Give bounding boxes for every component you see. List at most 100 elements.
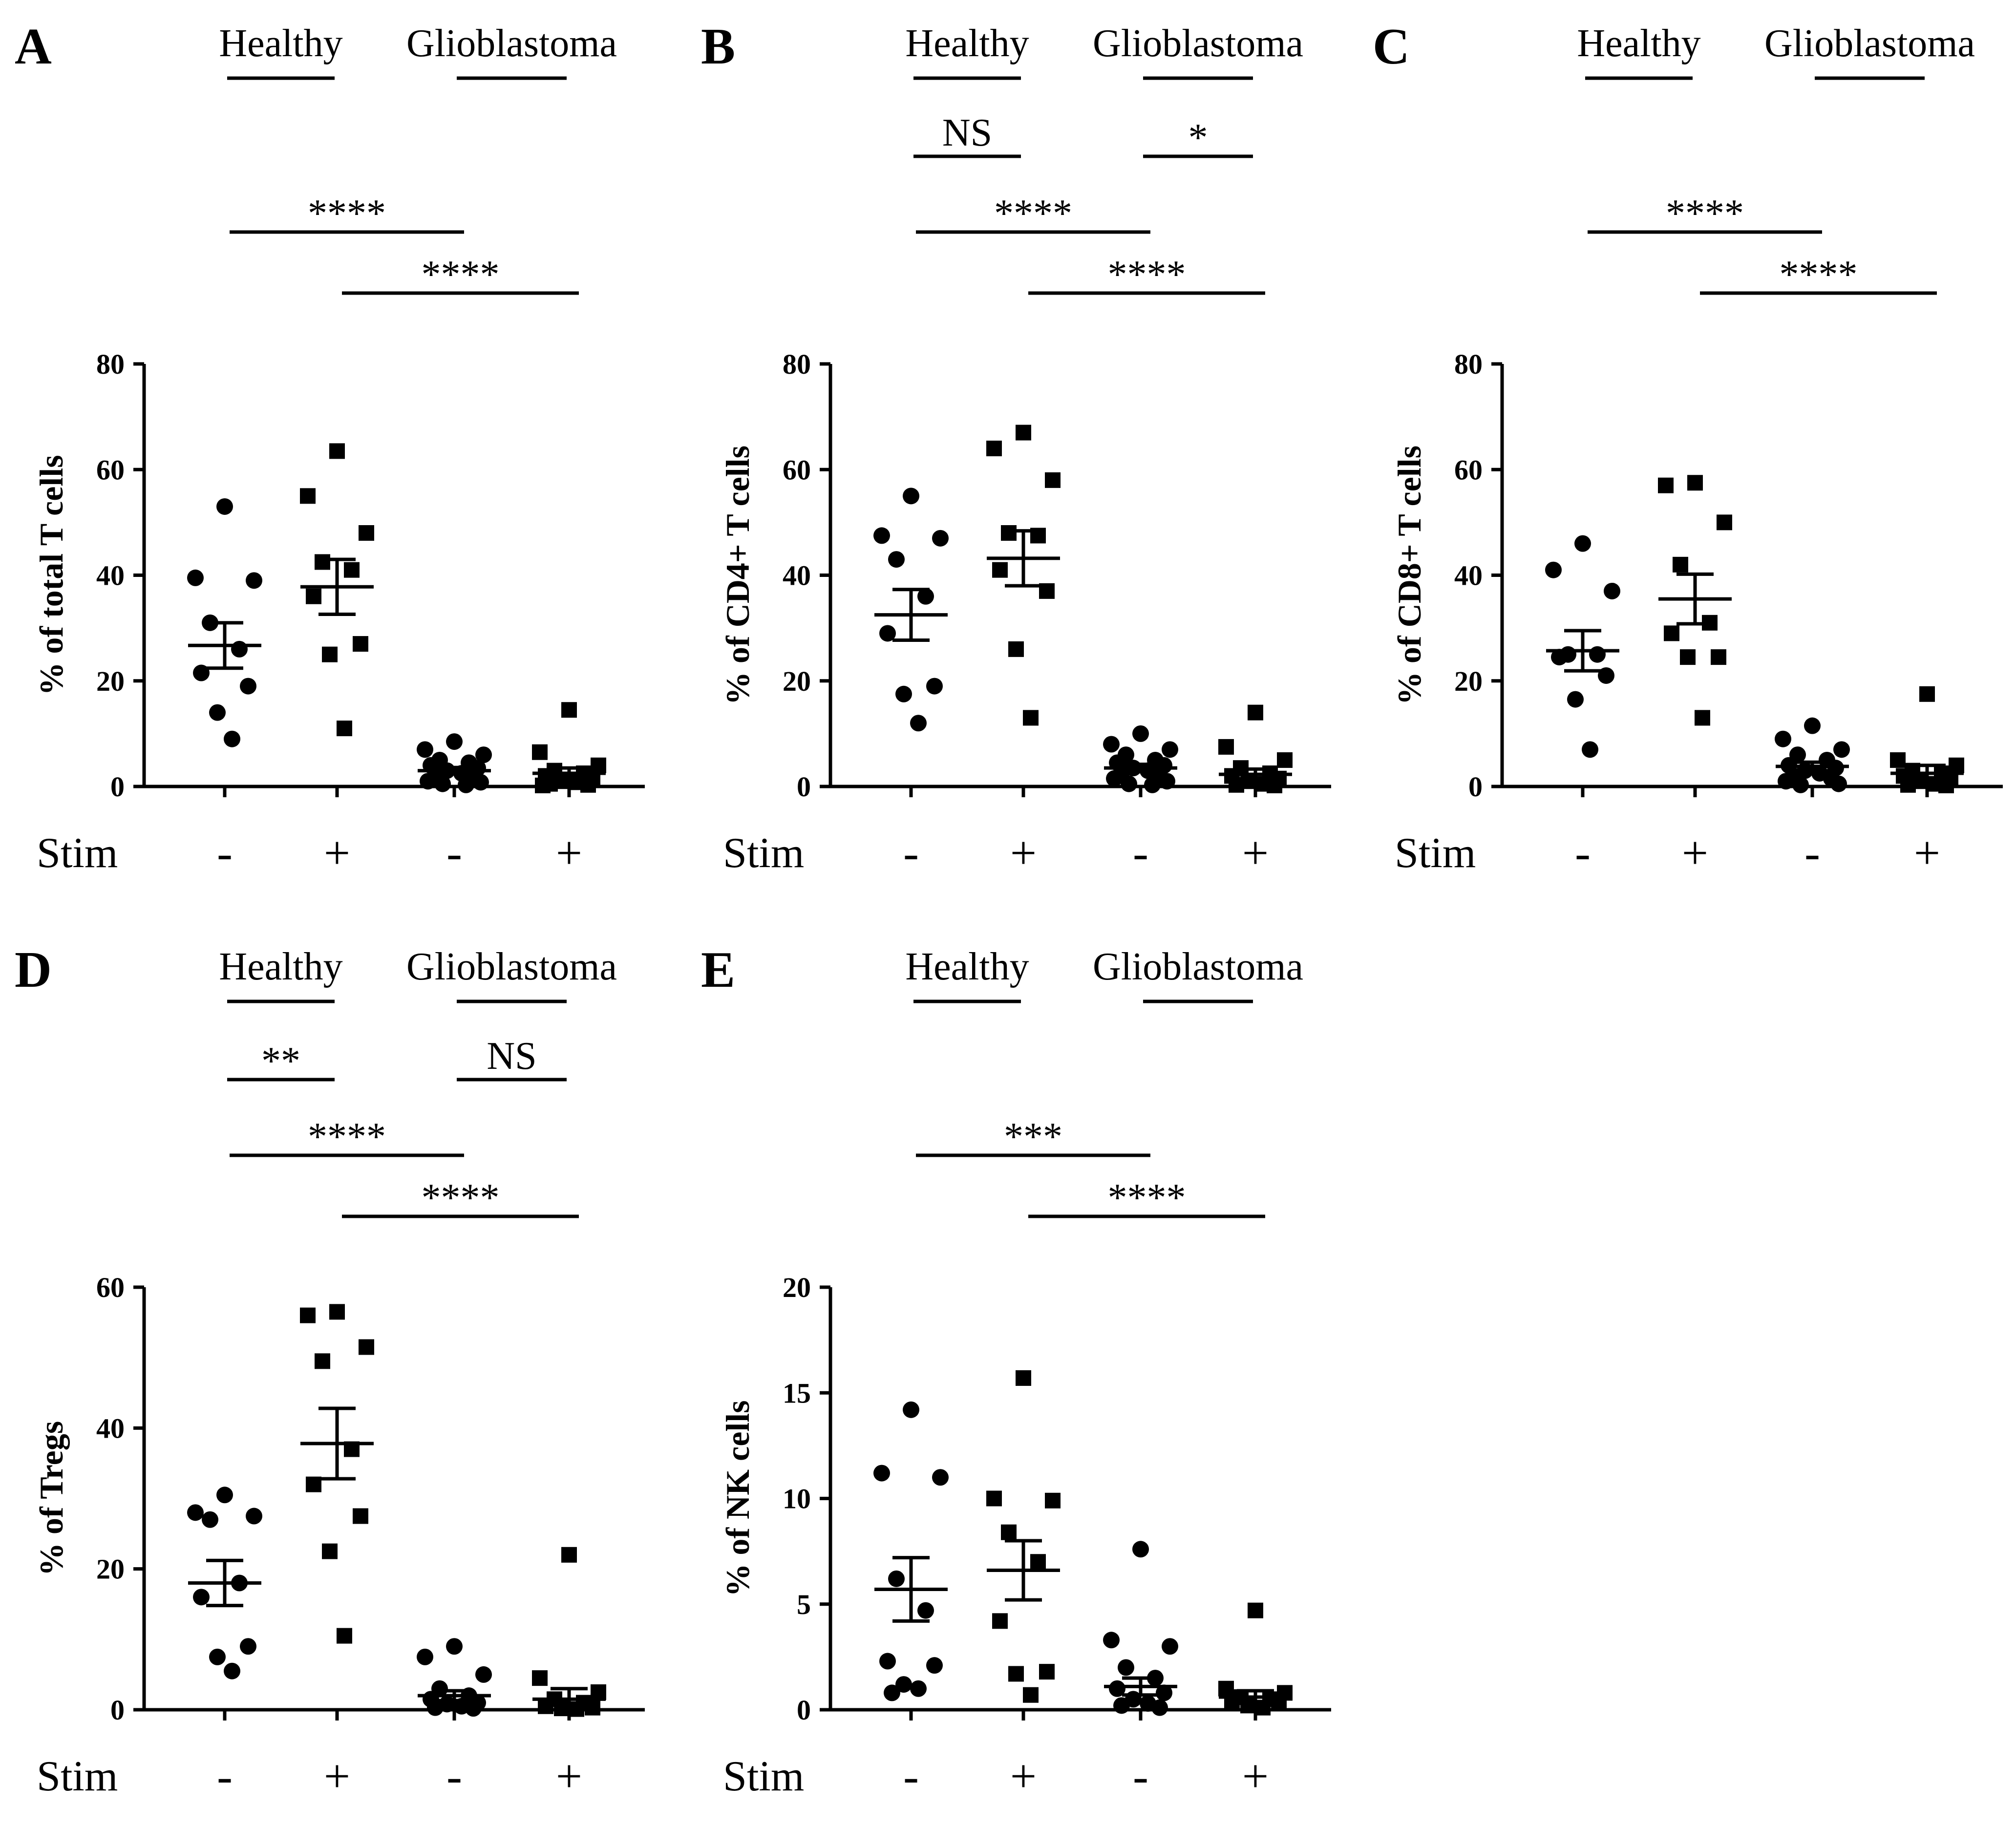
data-point xyxy=(1277,752,1293,768)
significance-label: **** xyxy=(422,253,500,296)
stim-sign: + xyxy=(1242,827,1269,879)
data-point xyxy=(446,1638,463,1655)
data-point xyxy=(1717,514,1732,531)
data-point xyxy=(986,441,1002,456)
y-tick-label: 80 xyxy=(1454,348,1483,380)
data-point xyxy=(434,775,451,792)
data-point xyxy=(231,640,248,658)
y-tick-label: 0 xyxy=(797,1694,811,1726)
data-point xyxy=(992,1613,1008,1629)
data-point xyxy=(873,1465,890,1482)
data-point xyxy=(1695,710,1710,726)
data-point xyxy=(465,1700,482,1717)
data-point xyxy=(322,646,338,662)
stim-sign: + xyxy=(1242,1750,1269,1802)
stim-sign: - xyxy=(1133,827,1148,879)
data-point xyxy=(1103,736,1120,753)
data-point xyxy=(420,773,436,790)
panel-letter: E xyxy=(701,941,735,998)
data-point xyxy=(216,498,233,515)
data-point xyxy=(1109,1680,1125,1697)
stim-label: Stim xyxy=(723,1753,804,1800)
data-point xyxy=(910,1680,927,1697)
stim-sign: + xyxy=(1010,827,1037,879)
y-tick-label: 0 xyxy=(110,771,125,803)
data-point xyxy=(1001,1524,1017,1540)
y-tick-label: 10 xyxy=(783,1483,811,1515)
y-tick-label: 0 xyxy=(1468,771,1483,803)
data-point xyxy=(1919,686,1935,702)
y-tick-label: 5 xyxy=(797,1589,811,1620)
group-label-healthy: Healthy xyxy=(1577,22,1700,65)
y-tick-label: 60 xyxy=(1454,454,1483,486)
group-label-healthy: Healthy xyxy=(905,22,1029,65)
stim-label: Stim xyxy=(723,829,804,877)
data-point xyxy=(240,678,256,695)
data-point xyxy=(1159,773,1175,790)
y-axis-label: % of total T cells xyxy=(33,455,70,695)
data-point xyxy=(1890,752,1906,768)
data-point xyxy=(1113,1697,1130,1714)
data-point xyxy=(1711,649,1726,665)
data-point xyxy=(300,1307,316,1323)
data-point xyxy=(992,562,1008,578)
y-tick-label: 60 xyxy=(783,454,811,486)
y-tick-label: 20 xyxy=(1454,665,1483,697)
y-tick-label: 80 xyxy=(96,348,125,380)
stim-sign: - xyxy=(446,827,462,879)
y-tick-label: 20 xyxy=(96,1553,125,1585)
data-point xyxy=(1106,770,1123,787)
significance-label: **** xyxy=(308,1115,386,1158)
data-point xyxy=(591,1684,606,1700)
data-point xyxy=(1156,1684,1172,1701)
data-point xyxy=(532,1670,548,1686)
data-point xyxy=(246,1508,262,1525)
group-label-glioblastoma: Glioblastoma xyxy=(1764,22,1975,65)
data-point xyxy=(1008,641,1024,657)
data-point xyxy=(315,554,330,570)
data-point xyxy=(903,488,919,505)
data-point xyxy=(417,741,433,758)
panel-letter: C xyxy=(1373,18,1410,75)
stim-label: Stim xyxy=(37,1753,118,1800)
significance-label: *** xyxy=(1004,1115,1062,1158)
data-point xyxy=(1574,535,1591,552)
stim-label: Stim xyxy=(37,829,118,877)
panel-a: A Healthy Glioblastoma **** **** 0 20 40 60 80 % o… xyxy=(15,18,645,879)
data-point xyxy=(1023,1687,1039,1703)
data-point xyxy=(1045,1492,1061,1508)
data-point xyxy=(1016,425,1031,441)
y-tick-label: 0 xyxy=(797,771,811,803)
data-point xyxy=(1833,741,1850,758)
data-point xyxy=(1118,1659,1134,1676)
data-point xyxy=(895,685,912,702)
data-point xyxy=(888,1570,905,1587)
data-point xyxy=(353,636,368,652)
data-point xyxy=(446,733,463,750)
panel-d: D Healthy Glioblastoma ** NS **** **** 0 20 40 60%… xyxy=(15,941,645,1802)
data-point xyxy=(895,1676,912,1693)
data-point xyxy=(879,1653,896,1670)
data-point xyxy=(1001,525,1017,541)
y-tick-label: 20 xyxy=(783,1272,811,1303)
panel-c: C Healthy Glioblastoma **** **** 0 20 40 60 80 % o… xyxy=(1373,18,2003,879)
data-point xyxy=(1551,649,1568,666)
data-point xyxy=(1121,775,1137,792)
y-axis-label: % of NK cells xyxy=(719,1400,756,1596)
data-point xyxy=(1589,646,1606,663)
data-point xyxy=(1151,1699,1168,1716)
y-tick-label: 60 xyxy=(96,1272,125,1303)
significance-label: * xyxy=(1188,116,1208,159)
stim-sign: + xyxy=(556,827,582,879)
data-point xyxy=(246,572,262,589)
data-point xyxy=(209,704,226,721)
data-point xyxy=(1582,741,1598,758)
data-point xyxy=(193,664,210,681)
data-point xyxy=(884,1684,900,1701)
data-point xyxy=(344,562,360,578)
data-point xyxy=(475,746,492,764)
data-point xyxy=(1030,1554,1046,1570)
